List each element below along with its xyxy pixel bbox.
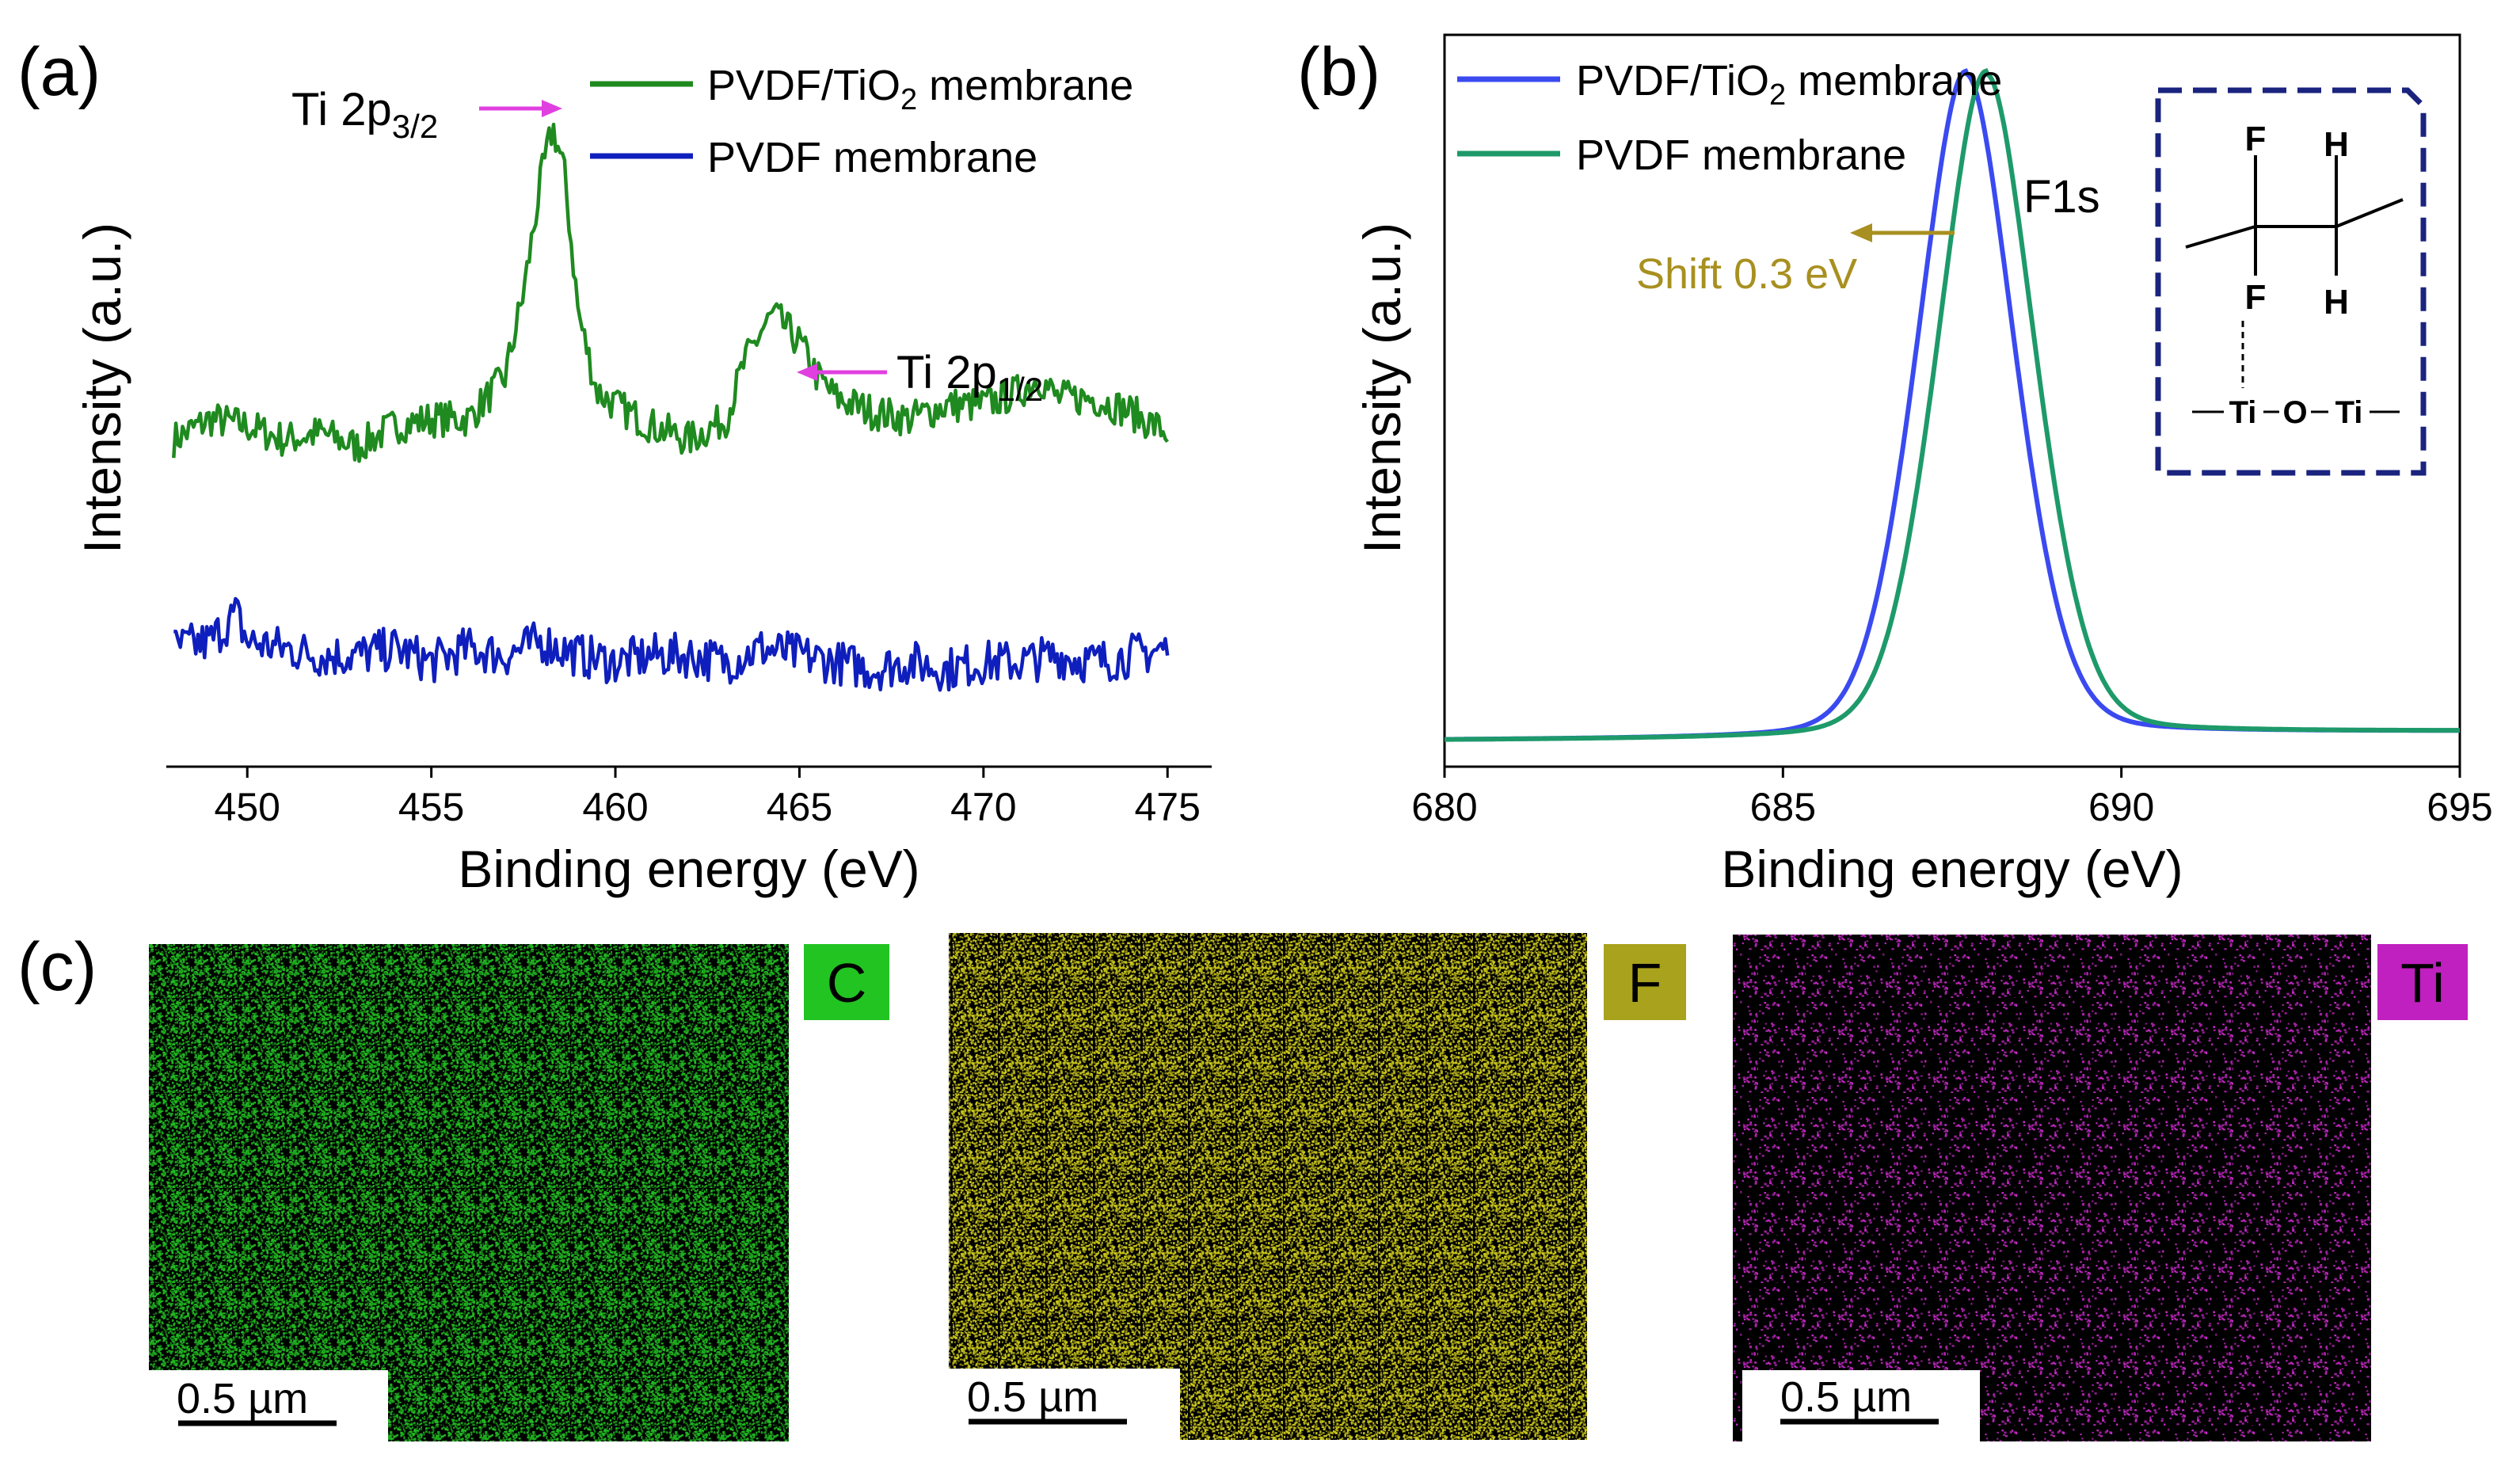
map-ti-scale-label: 0.5 µm (1780, 1373, 1912, 1421)
inset-atom-ti-2: Ti (2335, 395, 2363, 430)
map-f-element-badge (1604, 944, 1686, 1020)
annotation-ti-2p1-2-label: Ti 2p1/2 (896, 347, 1043, 408)
panel-b-inset-structure: F H F H Ti O Ti (2155, 87, 2427, 476)
panel-b-x-tick-label-685: 685 (1750, 785, 1816, 829)
map-f-scale-box (949, 1369, 1180, 1440)
panel-a-legend-label-pvdf-tio2: PVDF/TiO2 membrane (707, 62, 1133, 116)
inset-atom-o: O (2282, 395, 2307, 430)
panel-b-label: (b) (1297, 34, 1380, 110)
panel-a-x-tick-label-460: 460 (582, 785, 648, 829)
map-f-scale-label: 0.5 µm (967, 1373, 1098, 1421)
inset-border (2155, 87, 2427, 476)
panel-a-annotation-ti2p12: Ti 2p1/2 (797, 347, 1043, 408)
map-c-scale-label: 0.5 µm (177, 1375, 308, 1422)
eds-map-f: 0.5 µm F (949, 933, 1686, 1440)
panel-b-series-pvdf (1445, 68, 2460, 742)
inset-bond-left (2185, 225, 2256, 249)
panel-b-x-ticks: 680 685 690 695 (1411, 767, 2493, 829)
panel-b-annotation-f1s: F1s (2023, 171, 2100, 223)
map-c-element-badge (804, 944, 889, 1020)
map-c-scale-box (149, 1370, 388, 1441)
panel-a-x-tick-label-475: 475 (1135, 785, 1201, 829)
panel-c: (c) 0.5 µm C 0.5 µm F 0.5 µm (17, 929, 2468, 1441)
map-ti-scale-box (1742, 1370, 1980, 1441)
inset-atom-f-bottom: F (2245, 278, 2267, 317)
panel-a-legend-label-pvdf: PVDF membrane (707, 134, 1037, 181)
inset-atom-f-top: F (2245, 120, 2267, 158)
panel-b-legend: PVDF/TiO2 membrane PVDF membrane (1457, 57, 2002, 179)
panel-b: (b) 680 685 690 695 Binding energy (eV) Int… (1297, 33, 2493, 898)
panel-a-series-pvdf-tio2 (172, 122, 1169, 463)
panel-b-legend-label-pvdf: PVDF membrane (1576, 131, 1906, 179)
panel-a-x-ticks: 450 455 460 465 470 475 (215, 767, 1201, 829)
panel-a-x-tick-label-465: 465 (767, 785, 832, 829)
map-ti-signal (1733, 935, 2371, 1441)
panel-b-plot-frame (1443, 33, 2461, 768)
panel-a-x-tick-label-450: 450 (215, 785, 280, 829)
panel-b-x-tick-label-680: 680 (1411, 785, 1477, 829)
map-c-signal (149, 944, 789, 1441)
panel-a-x-tick-label-455: 455 (398, 785, 464, 829)
panel-a-series-pvdf (173, 596, 1170, 692)
shift-arrowhead (1850, 223, 1872, 242)
panel-a-x-axis-title: Binding energy (eV) (458, 840, 919, 898)
map-f-signal (949, 933, 1587, 1440)
panel-a-y-axis-title: Intensity (a.u.) (73, 223, 131, 554)
panel-b-legend-label-pvdf-tio2: PVDF/TiO2 membrane (1576, 57, 2002, 112)
inset-atom-h-top: H (2324, 125, 2349, 164)
inset-bond-right (2335, 198, 2404, 228)
eds-map-ti: 0.5 µm Ti (1733, 935, 2468, 1441)
panel-b-x-tick-label-695: 695 (2427, 785, 2492, 829)
map-c-element-label: C (827, 952, 867, 1014)
panel-b-x-axis-title: Binding energy (eV) (1721, 840, 2183, 898)
panel-c-label: (c) (17, 929, 97, 1005)
annotation-ti-2p3-2-arrowhead (542, 100, 562, 117)
map-ti-element-label: Ti (2400, 952, 2445, 1014)
map-f-element-label: F (1628, 952, 1662, 1014)
eds-map-c: 0.5 µm C (149, 944, 889, 1441)
panel-a: (a) 450 455 460 465 470 475 Binding energy (e… (17, 34, 1212, 898)
annotation-ti-2p3-2-label: Ti 2p3/2 (291, 84, 438, 145)
shift-label: Shift 0.3 eV (1636, 250, 1857, 298)
inset-atom-h-bottom: H (2324, 283, 2349, 322)
panel-b-annotation-shift: Shift 0.3 eV (1636, 223, 1955, 298)
panel-a-x-tick-label-470: 470 (950, 785, 1016, 829)
panel-b-x-tick-label-690: 690 (2088, 785, 2154, 829)
panel-a-annotation-ti2p32: Ti 2p3/2 (291, 84, 562, 145)
annotation-ti-2p1-2-arrowhead (797, 364, 817, 381)
map-ti-element-badge (2377, 944, 2468, 1020)
panel-a-label: (a) (17, 34, 101, 110)
panel-a-legend: PVDF/TiO2 membrane PVDF membrane (590, 62, 1133, 181)
panel-b-y-axis-title: Intensity (a.u.) (1353, 223, 1411, 554)
inset-atom-ti-1: Ti (2229, 395, 2257, 430)
